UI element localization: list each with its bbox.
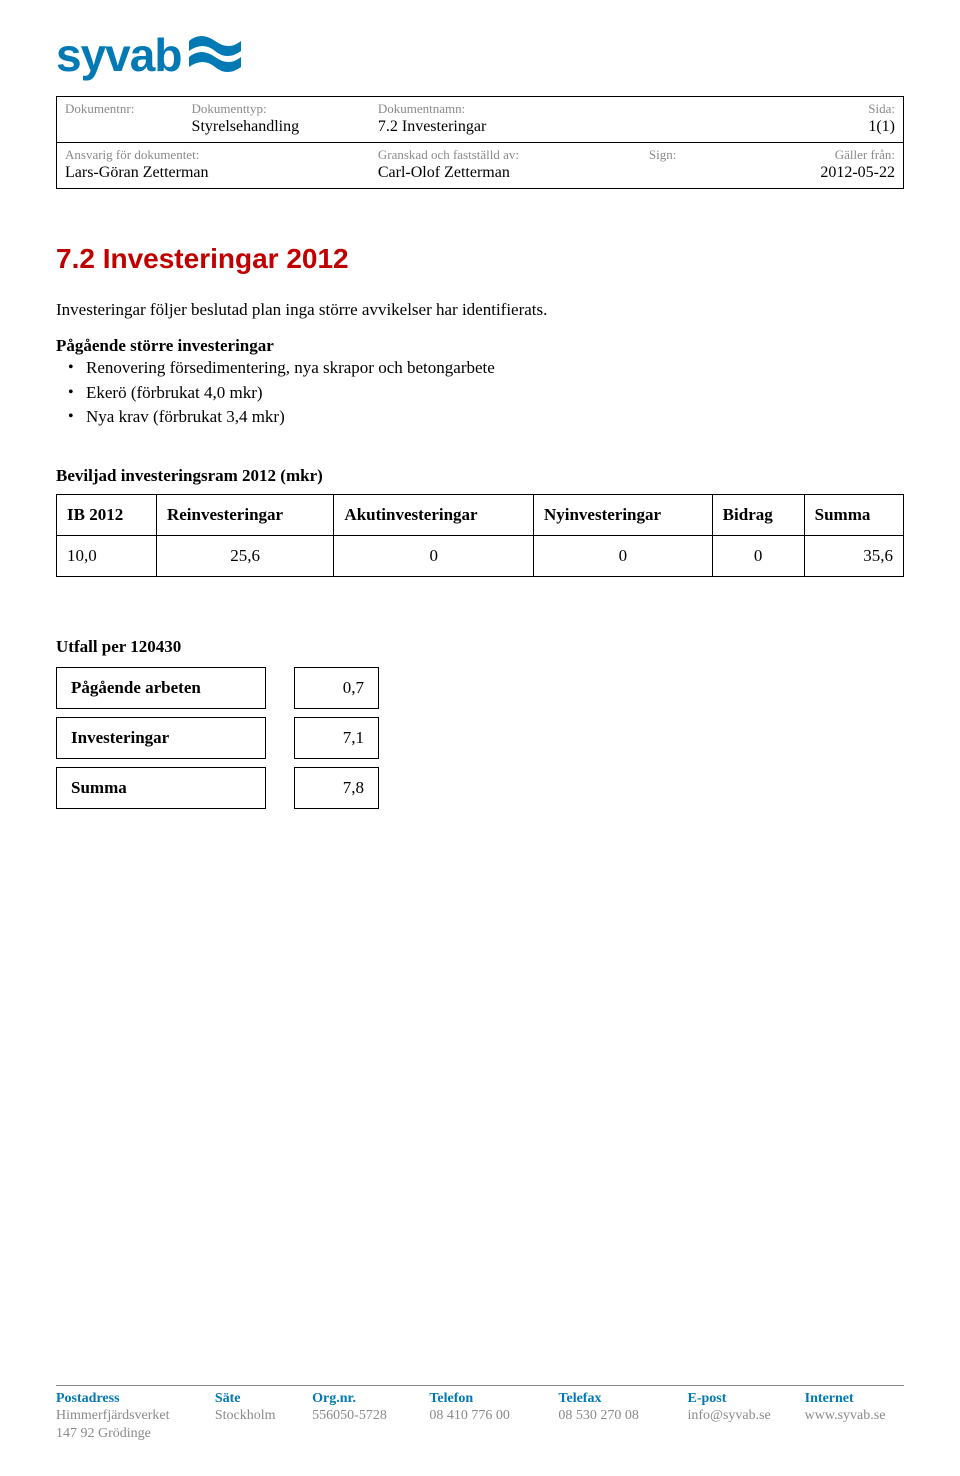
logo-wave-icon <box>187 31 243 80</box>
footer-label: Säte <box>215 1391 294 1407</box>
utfall-row-value: 7,1 <box>294 717 379 759</box>
footer-label: E-post <box>688 1391 787 1407</box>
value-granskad: Carl-Olof Zetterman <box>378 163 633 182</box>
footer-value: Himmerfjärdsverket <box>56 1407 197 1425</box>
value-dokumentnamn: 7.2 Investeringar <box>378 117 633 136</box>
list-item: Renovering försedimentering, nya skrapor… <box>86 356 904 381</box>
page-title: 7.2 Investeringar 2012 <box>56 243 904 275</box>
utfall-row-label: Pågående arbeten <box>56 667 266 709</box>
logo: syvab <box>56 28 904 82</box>
utfall-title: Utfall per 120430 <box>56 637 904 657</box>
col-header: Summa <box>804 494 903 535</box>
footer-value: 08 410 776 00 <box>429 1407 540 1425</box>
table-cell: 0 <box>712 535 804 576</box>
table-cell: 0 <box>334 535 534 576</box>
value-ansvarig: Lars-Göran Zetterman <box>65 163 362 182</box>
footer-value: www.syvab.se <box>805 1407 886 1425</box>
label-dokumenttyp: Dokumenttyp: <box>192 101 362 117</box>
footer-value: 147 92 Grödinge <box>56 1425 197 1443</box>
col-header: Akutinvesteringar <box>334 494 534 535</box>
value-sida: 1(1) <box>776 117 895 136</box>
footer-value: Stockholm <box>215 1407 294 1425</box>
footer-label: Internet <box>805 1391 886 1407</box>
utfall-table: Pågående arbeten 0,7 Investeringar 7,1 S… <box>56 667 379 809</box>
list-item: Nya krav (förbrukat 3,4 mkr) <box>86 405 904 430</box>
list-item: Ekerö (förbrukat 4,0 mkr) <box>86 381 904 406</box>
label-ansvarig: Ansvarig för dokumentet: <box>65 147 362 163</box>
utfall-block: Utfall per 120430 Pågående arbeten 0,7 I… <box>56 637 904 809</box>
footer-label: Postadress <box>56 1391 197 1407</box>
table-cell: 10,0 <box>57 535 157 576</box>
utfall-row-value: 7,8 <box>294 767 379 809</box>
footer-divider <box>56 1385 904 1386</box>
col-header: Reinvesteringar <box>156 494 333 535</box>
label-galler: Gäller från: <box>776 147 895 163</box>
footer-row: Postadress Himmerfjärdsverket 147 92 Grö… <box>56 1391 904 1442</box>
label-sida: Sida: <box>776 101 895 117</box>
utfall-row-label: Summa <box>56 767 266 809</box>
footer-value: info@syvab.se <box>688 1407 787 1425</box>
page-footer: Postadress Himmerfjärdsverket 147 92 Grö… <box>56 1385 904 1442</box>
utfall-row-value: 0,7 <box>294 667 379 709</box>
label-dokumentnamn: Dokumentnamn: <box>378 101 633 117</box>
value-dokumenttyp: Styrelsehandling <box>192 117 362 136</box>
footer-value: 08 530 270 08 <box>558 1407 669 1425</box>
col-header: Nyinvesteringar <box>533 494 712 535</box>
footer-value: 556050-5728 <box>312 1407 411 1425</box>
table-cell: 25,6 <box>156 535 333 576</box>
col-header: Bidrag <box>712 494 804 535</box>
investment-frame-table: IB 2012 Reinvesteringar Akutinvesteringa… <box>56 494 904 577</box>
utfall-row-label: Investeringar <box>56 717 266 759</box>
pagaende-bullet-list: Renovering försedimentering, nya skrapor… <box>56 356 904 430</box>
footer-label: Telefon <box>429 1391 540 1407</box>
pagaende-title: Pågående större investeringar <box>56 336 904 356</box>
label-granskad: Granskad och fastställd av: <box>378 147 633 163</box>
intro-text: Investeringar följer beslutad plan inga … <box>56 299 904 322</box>
logo-text: syvab <box>56 28 181 82</box>
footer-label: Telefax <box>558 1391 669 1407</box>
document-header-box: Dokumentnr: Dokumenttyp: Styrelsehandlin… <box>56 96 904 189</box>
table-cell: 0 <box>533 535 712 576</box>
footer-label: Org.nr. <box>312 1391 411 1407</box>
label-dokumentnr: Dokumentnr: <box>65 101 176 117</box>
ram-section-title: Beviljad investeringsram 2012 (mkr) <box>56 466 904 486</box>
value-galler: 2012-05-22 <box>776 163 895 182</box>
col-header: IB 2012 <box>57 494 157 535</box>
table-cell: 35,6 <box>804 535 903 576</box>
label-sign: Sign: <box>649 147 760 163</box>
